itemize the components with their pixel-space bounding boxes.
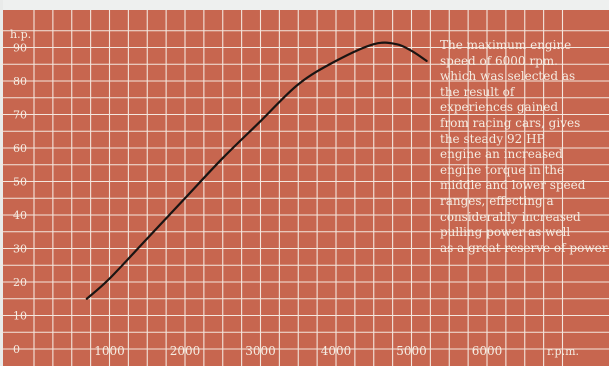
data-point — [184, 197, 186, 199]
data-point — [146, 237, 148, 240]
y-tick-label: 80 — [13, 75, 27, 88]
y-tick-label: 30 — [13, 243, 27, 256]
data-point — [410, 50, 413, 52]
x-tick-label: 3000 — [245, 344, 276, 358]
y-tick-label: 90 — [13, 42, 27, 55]
data-point — [335, 60, 337, 62]
data-point — [86, 298, 88, 300]
paper-margin-left — [0, 0, 3, 366]
chart-annotation: The maximum engine speed of 6000 rpm. wh… — [440, 38, 608, 255]
data-point — [222, 157, 224, 159]
data-point — [259, 120, 262, 122]
data-point — [426, 60, 428, 62]
x-axis-label: r.p.m. — [547, 345, 579, 358]
data-point — [373, 43, 375, 45]
y-tick-label: 70 — [13, 109, 27, 122]
data-point — [297, 83, 299, 85]
x-tick-label: 6000 — [472, 344, 503, 358]
x-tick-label: 5000 — [396, 344, 427, 358]
paper-margin-top — [0, 0, 609, 10]
y-tick-label: 20 — [13, 276, 27, 289]
y-tick-label: 40 — [13, 209, 27, 222]
y-axis-label: h.p. — [10, 28, 31, 41]
y-tick-label: 0 — [13, 343, 20, 356]
y-tick-label: 50 — [13, 176, 27, 189]
series-line — [85, 41, 428, 300]
data-point — [395, 43, 397, 45]
x-tick-label: 4000 — [321, 344, 352, 358]
y-tick-label: 60 — [13, 142, 27, 155]
y-tick-label: 10 — [13, 310, 27, 323]
x-tick-label: 1000 — [94, 344, 125, 358]
x-tick-label: 2000 — [170, 344, 201, 358]
data-point — [108, 278, 111, 280]
